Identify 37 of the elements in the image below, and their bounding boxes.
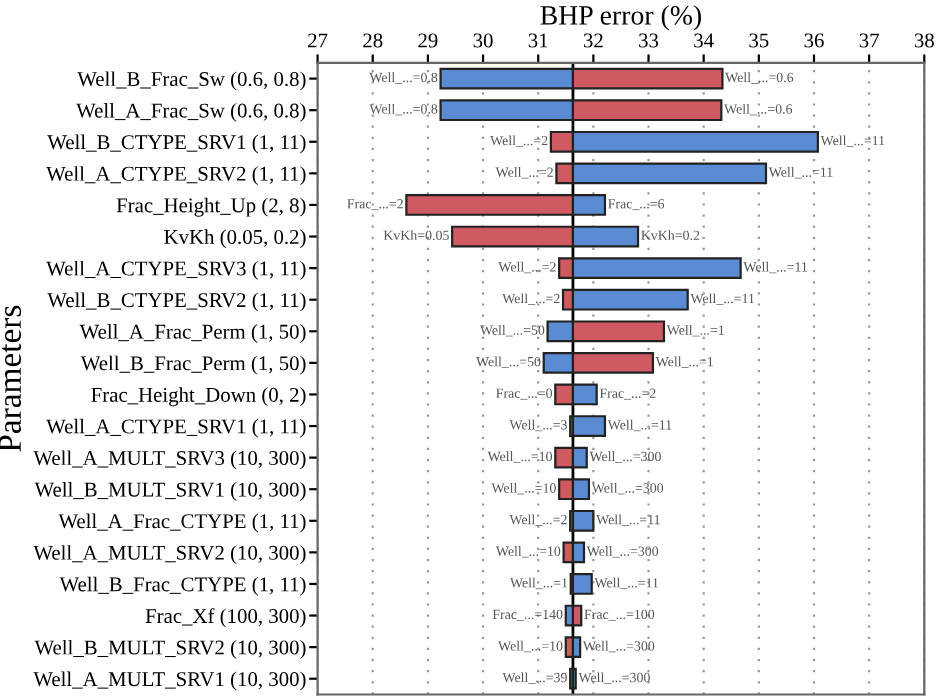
- bar: [571, 573, 593, 595]
- x-tick-label: 28: [363, 33, 383, 48]
- y-tick-label: Well_A_CTYPE_SRV3 (1, 11): [46, 260, 306, 280]
- bar: [571, 636, 582, 659]
- x-tick-label: 29: [418, 33, 438, 48]
- y-tick-label: Well_B_MULT_SRV1 (10, 300): [34, 481, 306, 501]
- x-tick-label: 37: [859, 33, 879, 48]
- x-tick-label: 38: [914, 33, 934, 48]
- y-tick-label: Well_B_MULT_SRV2 (10, 300): [34, 639, 306, 659]
- x-tick-label: 34: [694, 33, 714, 48]
- x-tick-label: 30: [473, 33, 493, 48]
- y-tick-label: Frac_Height_Up (2, 8): [116, 197, 306, 217]
- y-tick-label: Well_A_Frac_CTYPE (1, 11): [58, 513, 306, 533]
- x-tick-label: 35: [749, 33, 769, 48]
- y-tick-label: Well_B_Frac_CTYPE (1, 11): [59, 576, 306, 596]
- y-tick-label: Well_A_MULT_SRV3 (10, 300): [33, 450, 306, 470]
- y-tick-label: Well_A_CTYPE_SRV1 (1, 11): [46, 418, 306, 438]
- y-tick-label: Well_B_Frac_Perm (1, 50): [80, 355, 306, 375]
- y-tick-label: Well_B_Frac_Sw (0.6, 0.8): [77, 71, 306, 91]
- bar: [571, 509, 595, 532]
- y-tick-label: Frac_Xf (100, 300): [145, 608, 306, 628]
- x-tick-label: 27: [308, 33, 328, 48]
- x-axis-title: BHP error (%): [540, 5, 701, 31]
- y-tick-label: Well_B_CTYPE_SRV2 (1, 11): [47, 292, 306, 312]
- y-tick-label: Well_A_MULT_SRV2 (10, 300): [33, 545, 306, 565]
- y-tick-label: Well_B_CTYPE_SRV1 (1, 11): [47, 134, 306, 154]
- y-tick-label: Well_A_Frac_Perm (1, 50): [79, 324, 306, 343]
- bar: [571, 415, 607, 437]
- y-tick-label: Well_A_CTYPE_SRV2 (1, 11): [46, 166, 306, 186]
- x-tick-label: 31: [528, 33, 548, 48]
- y-tick-label: Well_A_MULT_SRV1 (10, 300): [33, 671, 306, 691]
- x-tick-label: 32: [583, 33, 603, 48]
- y-tick-label: Well_A_Frac_Sw (0.6, 0.8): [76, 102, 306, 122]
- x-tick-label: 33: [639, 33, 659, 48]
- y-tick-label: Frac_Height_Down (0, 2): [91, 387, 306, 407]
- x-tick-label: 36: [804, 33, 824, 48]
- y-tick-label: KvKh (0.05, 0.2): [164, 229, 306, 249]
